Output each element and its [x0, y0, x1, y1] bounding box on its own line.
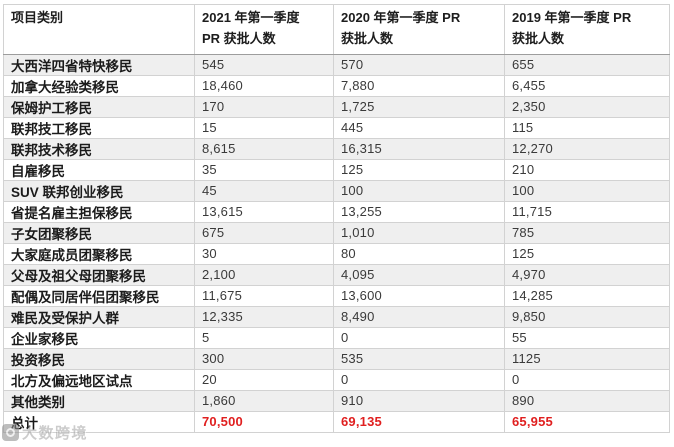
value-cell: 14,285: [504, 284, 670, 307]
category-cell: 大西洋四省特快移民: [3, 53, 195, 76]
category-cell: SUV 联邦创业移民: [3, 179, 195, 202]
value-cell: 7,880: [333, 74, 505, 97]
value-cell: 9,850: [504, 305, 670, 328]
value-cell: 15: [194, 116, 334, 139]
table-row: 自雇移民 35 125 210: [3, 158, 670, 181]
value-cell: 675: [194, 221, 334, 244]
category-cell: 北方及偏远地区试点: [3, 368, 195, 391]
value-cell: 13,255: [333, 200, 505, 223]
category-cell: 联邦技术移民: [3, 137, 195, 160]
category-cell: 其他类别: [3, 389, 195, 412]
value-cell: 545: [194, 53, 334, 76]
value-cell: 30: [194, 242, 334, 265]
category-cell: 投资移民: [3, 347, 195, 370]
category-cell: 联邦技工移民: [3, 116, 195, 139]
value-cell: 100: [333, 179, 505, 202]
value-cell: 18,460: [194, 74, 334, 97]
value-cell: 785: [504, 221, 670, 244]
value-cell: 45: [194, 179, 334, 202]
value-cell: 13,600: [333, 284, 505, 307]
value-cell: 0: [504, 368, 670, 391]
table-row: 子女团聚移民 675 1,010 785: [3, 221, 670, 244]
value-cell: 35: [194, 158, 334, 181]
value-cell: 910: [333, 389, 505, 412]
table-row: 加拿大经验类移民 18,460 7,880 6,455: [3, 74, 670, 97]
category-cell: 父母及祖父母团聚移民: [3, 263, 195, 286]
total-row: 总计 70,500 69,135 65,955: [3, 410, 670, 433]
value-cell: 570: [333, 53, 505, 76]
value-cell: 300: [194, 347, 334, 370]
table-row: 保姆护工移民 170 1,725 2,350: [3, 95, 670, 118]
value-cell: 2,100: [194, 263, 334, 286]
table-row: 父母及祖父母团聚移民 2,100 4,095 4,970: [3, 263, 670, 286]
value-cell: 1,860: [194, 389, 334, 412]
table-row: SUV 联邦创业移民 45 100 100: [3, 179, 670, 202]
value-cell: 80: [333, 242, 505, 265]
value-cell: 69,135: [333, 410, 505, 433]
value-cell: 890: [504, 389, 670, 412]
category-cell: 子女团聚移民: [3, 221, 195, 244]
value-cell: 210: [504, 158, 670, 181]
table-row: 大西洋四省特快移民 545 570 655: [3, 53, 670, 76]
value-cell: 1,725: [333, 95, 505, 118]
value-cell: 4,970: [504, 263, 670, 286]
value-cell: 1,010: [333, 221, 505, 244]
value-cell: 6,455: [504, 74, 670, 97]
table-row: 其他类别 1,860 910 890: [3, 389, 670, 412]
column-header: 2019 年第一季度 PR 获批人数: [504, 4, 670, 55]
value-cell: 4,095: [333, 263, 505, 286]
category-cell: 配偶及同居伴侣团聚移民: [3, 284, 195, 307]
value-cell: 12,335: [194, 305, 334, 328]
value-cell: 8,615: [194, 137, 334, 160]
value-cell: 5: [194, 326, 334, 349]
table-row: 大家庭成员团聚移民 30 80 125: [3, 242, 670, 265]
column-header: 项目类别: [3, 4, 195, 55]
value-cell: 70,500: [194, 410, 334, 433]
table-row: 联邦技术移民 8,615 16,315 12,270: [3, 137, 670, 160]
value-cell: 0: [333, 368, 505, 391]
value-cell: 535: [333, 347, 505, 370]
value-cell: 655: [504, 53, 670, 76]
value-cell: 125: [333, 158, 505, 181]
value-cell: 445: [333, 116, 505, 139]
column-header: 2021 年第一季度 PR 获批人数: [194, 4, 334, 55]
value-cell: 13,615: [194, 200, 334, 223]
table-row: 投资移民 300 535 1125: [3, 347, 670, 370]
value-cell: 8,490: [333, 305, 505, 328]
category-cell: 难民及受保护人群: [3, 305, 195, 328]
value-cell: 0: [333, 326, 505, 349]
value-cell: 115: [504, 116, 670, 139]
value-cell: 2,350: [504, 95, 670, 118]
category-cell: 企业家移民: [3, 326, 195, 349]
value-cell: 16,315: [333, 137, 505, 160]
table-body: 大西洋四省特快移民 545 570 655 加拿大经验类移民 18,460 7,880 6,4…: [3, 53, 670, 433]
category-cell: 省提名雇主担保移民: [3, 200, 195, 223]
category-cell: 大家庭成员团聚移民: [3, 242, 195, 265]
table-row: 省提名雇主担保移民 13,615 13,255 11,715: [3, 200, 670, 223]
pr-approvals-table: 项目类别 2021 年第一季度 PR 获批人数 2020 年第一季度 PR 获批人数 20…: [3, 4, 670, 433]
table-row: 难民及受保护人群 12,335 8,490 9,850: [3, 305, 670, 328]
category-cell: 总计: [3, 410, 195, 433]
table-row: 北方及偏远地区试点 20 0 0: [3, 368, 670, 391]
table-row: 联邦技工移民 15 445 115: [3, 116, 670, 139]
table-row: 配偶及同居伴侣团聚移民 11,675 13,600 14,285: [3, 284, 670, 307]
value-cell: 100: [504, 179, 670, 202]
value-cell: 65,955: [504, 410, 670, 433]
value-cell: 11,675: [194, 284, 334, 307]
value-cell: 1125: [504, 347, 670, 370]
header-row: 项目类别 2021 年第一季度 PR 获批人数 2020 年第一季度 PR 获批人数 20…: [3, 4, 670, 55]
category-cell: 保姆护工移民: [3, 95, 195, 118]
value-cell: 20: [194, 368, 334, 391]
column-header: 2020 年第一季度 PR 获批人数: [333, 4, 505, 55]
value-cell: 55: [504, 326, 670, 349]
value-cell: 11,715: [504, 200, 670, 223]
value-cell: 125: [504, 242, 670, 265]
value-cell: 170: [194, 95, 334, 118]
table-row: 企业家移民 5 0 55: [3, 326, 670, 349]
category-cell: 加拿大经验类移民: [3, 74, 195, 97]
category-cell: 自雇移民: [3, 158, 195, 181]
value-cell: 12,270: [504, 137, 670, 160]
